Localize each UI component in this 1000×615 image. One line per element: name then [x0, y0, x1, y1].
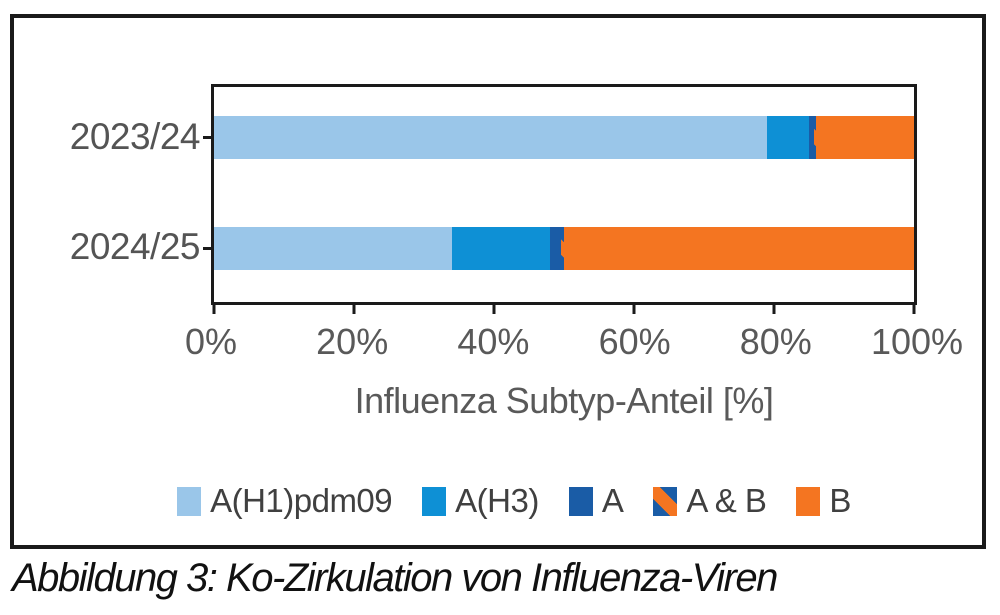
x-axis-tick-labels: 0% 20% 40% 60% 80% 100%: [185, 321, 963, 362]
y-axis-tick: [203, 136, 212, 139]
x-axis-tick-label: 80%: [739, 321, 812, 362]
x-axis-tick: [352, 304, 356, 314]
x-axis-tick-label: 20%: [316, 321, 389, 362]
bar-segment-B-2024-25: [563, 227, 914, 270]
bar-segment-A-2023-24: [809, 116, 814, 159]
x-axis-tick: [772, 304, 776, 314]
legend-item-A(H1)pdm09: A(H1)pdm09: [177, 482, 393, 520]
legend-item-A: A: [568, 482, 624, 520]
legend-item-AB: A & B: [653, 482, 767, 520]
category-label-2024-25: 2024/25: [69, 226, 201, 267]
chart-legend: A(H1)pdm09 A(H3) A A & B B: [74, 482, 954, 520]
x-axis-tick-label: 0%: [184, 321, 238, 362]
y-axis-tick: [203, 247, 212, 250]
x-axis-tick: [912, 304, 916, 314]
legend-label: B: [829, 482, 851, 519]
legend-label: A(H3): [455, 482, 539, 519]
figure-caption: Abbildung 3: Ko-Zirkulation von Influenz…: [12, 556, 778, 600]
x-axis-tick-label: 40%: [457, 321, 530, 362]
x-axis-title: Influenza Subtyp-Anteil [%]: [354, 380, 774, 421]
legend-label: A: [601, 482, 624, 519]
bar-segment-B-2023-24: [815, 116, 914, 159]
stacked-bar-2023-24: [214, 116, 914, 159]
bar-segment-A(H3)-2023-24: [767, 116, 809, 159]
bar-segment-AB-2024-25: [561, 227, 564, 270]
chart-figure-frame: 2023/24 2024/25 0% 20% 40% 60% 80% 100% Influe…: [10, 14, 986, 549]
legend-item-B: B: [796, 482, 851, 520]
bar-segment-A(H1)pdm09-2024-25: [214, 227, 452, 270]
bar-segment-A-2024-25: [550, 227, 562, 270]
x-axis-tick-label: 100%: [870, 321, 964, 362]
legend-swatch-icon: [568, 486, 593, 516]
legend-item-A(H3): A(H3): [422, 482, 539, 520]
x-axis-tick: [632, 304, 636, 314]
bar-segment-AB-2023-24: [813, 116, 816, 159]
x-axis-tick: [212, 304, 216, 314]
x-axis-tick-label: 60%: [598, 321, 671, 362]
legend-swatch-icon: [177, 486, 202, 516]
x-axis-tick: [492, 304, 496, 314]
plot-area: [203, 84, 917, 314]
bar-segment-A(H3)-2024-25: [452, 227, 550, 270]
legend-label: A & B: [686, 482, 767, 519]
legend-label: A(H1)pdm09: [210, 482, 393, 519]
legend-swatch-icon: [653, 486, 678, 516]
legend-swatch-icon: [796, 486, 821, 516]
legend-swatch-icon: [422, 486, 447, 516]
bar-segment-A(H1)pdm09-2023-24: [214, 116, 767, 159]
stacked-bar-2024-25: [214, 227, 914, 270]
category-label-2023-24: 2023/24: [69, 116, 201, 157]
